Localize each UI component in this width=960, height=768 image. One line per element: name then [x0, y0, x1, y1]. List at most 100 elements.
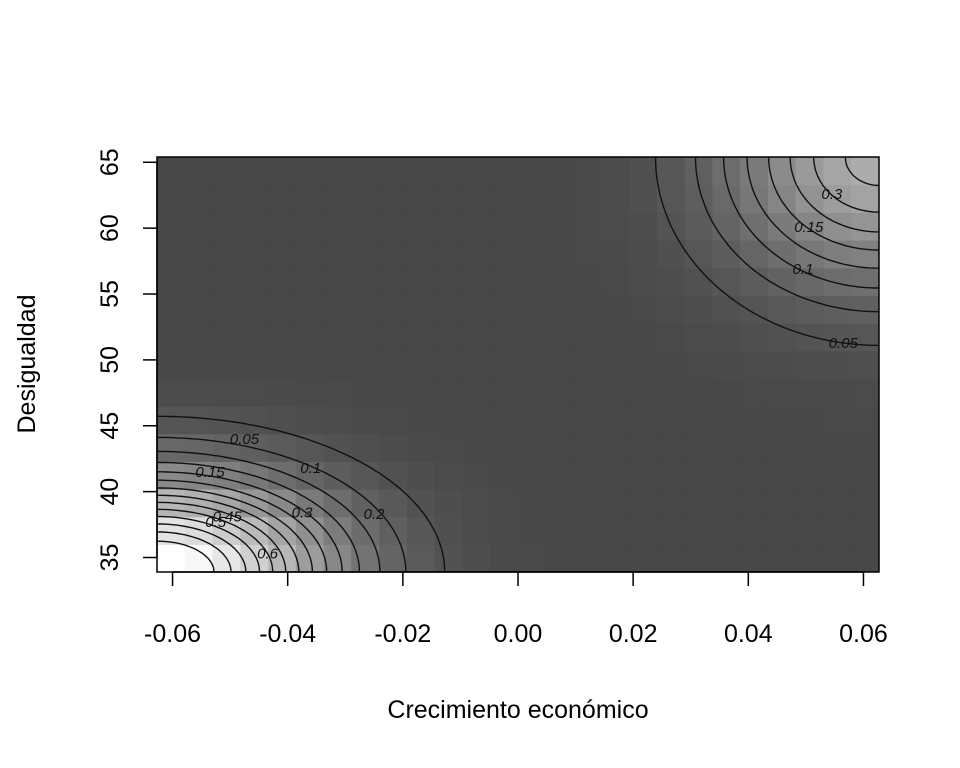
heatmap-cell [406, 295, 436, 324]
heatmap-cell [601, 461, 630, 490]
heatmap-cell [545, 378, 575, 407]
heatmap-cell [767, 516, 797, 545]
heatmap-cell [295, 240, 325, 269]
heatmap-cell [684, 323, 713, 352]
heatmap-cell [740, 323, 769, 352]
heatmap-cell [629, 267, 658, 296]
contour-label: 0.05 [230, 431, 260, 448]
x-tick-label: -0.06 [144, 620, 201, 648]
heatmap-cell [823, 406, 852, 435]
heatmap-cell [212, 323, 241, 352]
heatmap-cell [323, 184, 352, 213]
heatmap-cell [406, 240, 436, 269]
heatmap-cell [684, 378, 713, 407]
heatmap-cell [240, 157, 269, 186]
heatmap-cell [573, 350, 602, 379]
heatmap-cell [462, 157, 491, 186]
heatmap-cell [323, 157, 352, 186]
heatmap-cell [406, 157, 436, 186]
heatmap-cell [629, 433, 658, 462]
heatmap-cell [712, 323, 741, 352]
heatmap-cell [323, 489, 352, 518]
heatmap-cell [379, 323, 408, 352]
heatmap-cell [518, 184, 547, 213]
heatmap-cell [240, 240, 269, 269]
heatmap-cell [795, 378, 825, 407]
heatmap-cell [823, 433, 852, 462]
x-axis: -0.06 -0.04 -0.02 0.00 0.02 0.04 0.06 [144, 571, 888, 648]
heatmap-cell [295, 350, 325, 379]
heatmap-cell [240, 378, 269, 407]
heatmap-cell [573, 378, 602, 407]
heatmap-cell [629, 378, 658, 407]
heatmap-cell [518, 516, 547, 545]
heatmap-cell [545, 489, 575, 518]
heatmap-cell [684, 406, 713, 435]
heatmap-cell [573, 516, 602, 545]
heatmap-cell [518, 489, 547, 518]
heatmap-cell [212, 461, 241, 490]
heatmap-cell [157, 212, 186, 241]
heatmap-cell [740, 267, 769, 296]
heatmap-cell [767, 461, 797, 490]
heatmap-cell [212, 157, 241, 186]
heatmap-cell [573, 433, 602, 462]
heatmap-cell [268, 295, 297, 324]
heatmap-cell [240, 323, 269, 352]
heatmap-cell [351, 516, 380, 545]
heatmap-cell [212, 295, 241, 324]
heatmap-cell [573, 157, 602, 186]
heatmap-cell [351, 267, 380, 296]
heatmap-cell [490, 489, 519, 518]
heatmap-cell [601, 295, 630, 324]
heatmap-cell [795, 323, 825, 352]
heatmap-cell [184, 295, 214, 324]
heatmap-cell [629, 295, 658, 324]
heatmap-cell [212, 240, 241, 269]
heatmap-cell [851, 544, 879, 572]
heatmap-cell [434, 212, 464, 241]
heatmap-cell [462, 240, 491, 269]
heatmap-cell [184, 240, 214, 269]
heatmap-cell [629, 406, 658, 435]
heatmap-cell [740, 212, 769, 241]
heatmap-cell [545, 267, 575, 296]
contour-label: 0.3 [821, 186, 843, 203]
heatmap-cell [462, 184, 491, 213]
heatmap-cell [823, 489, 852, 518]
heatmap-cell [295, 157, 325, 186]
x-tick-label: 0.00 [494, 620, 543, 648]
heatmap-cell [767, 295, 797, 324]
heatmap-cell [767, 184, 797, 213]
heatmap-cell [518, 212, 547, 241]
heatmap-cell [518, 378, 547, 407]
heatmap-cell [545, 323, 575, 352]
heatmap-cell [601, 378, 630, 407]
heatmap-cell [351, 295, 380, 324]
heatmap-cell [490, 433, 519, 462]
heatmap-cell [684, 544, 713, 572]
heatmap-cell [545, 240, 575, 269]
heatmap-cell [545, 157, 575, 186]
heatmap-cell [712, 350, 741, 379]
heatmap-cell [351, 350, 380, 379]
heatmap-cell [240, 406, 269, 435]
x-tick-label: -0.02 [374, 620, 431, 648]
heatmap-cell [518, 406, 547, 435]
heatmap-cell [601, 516, 630, 545]
heatmap-cell [462, 433, 491, 462]
heatmap-cell [601, 350, 630, 379]
heatmap-cell [212, 350, 241, 379]
heatmap-cell [629, 489, 658, 518]
heatmap-cell [157, 240, 186, 269]
heatmap-cell [434, 406, 464, 435]
heatmap-cell [656, 323, 686, 352]
heatmap-cell [601, 323, 630, 352]
heatmap-cell [490, 461, 519, 490]
heatmap-cell [656, 295, 686, 324]
heatmap-cell [268, 212, 297, 241]
heatmap-cell [851, 433, 879, 462]
heatmap-cell [545, 461, 575, 490]
heatmap-cell [351, 378, 380, 407]
heatmap-cell [240, 350, 269, 379]
